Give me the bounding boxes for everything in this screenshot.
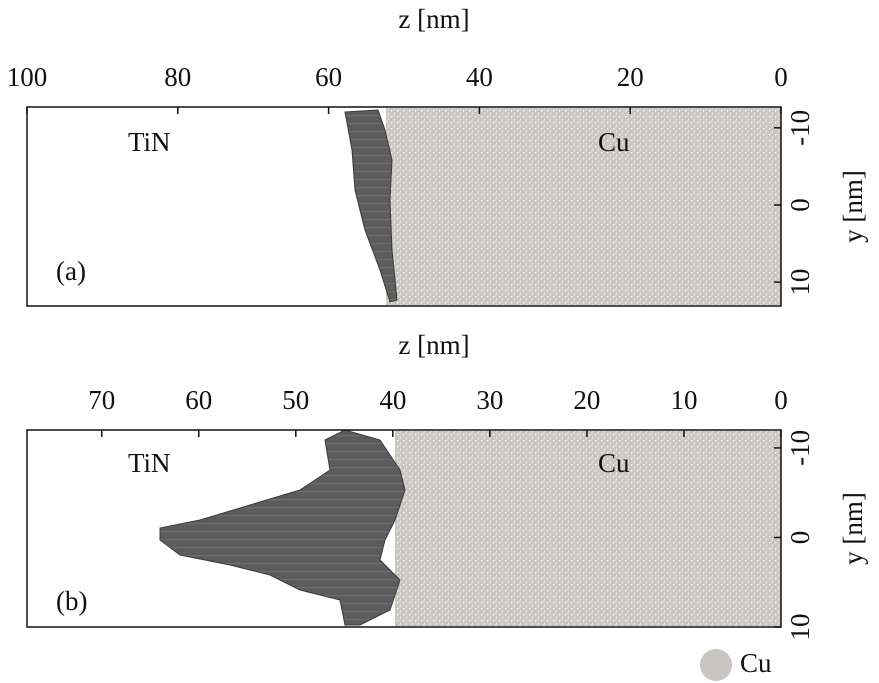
- x-tick-label: 10: [670, 385, 697, 415]
- x-tick-label: 30: [476, 385, 503, 415]
- x-tick-label: 0: [774, 385, 788, 415]
- x-tick-label: 80: [164, 62, 191, 92]
- x-tick-label: 0: [774, 62, 788, 92]
- cu-region: [395, 431, 781, 626]
- y-axis-title: y [nm]: [838, 170, 868, 243]
- x-tick-label: 100: [7, 62, 48, 92]
- legend-label: Cu: [740, 648, 772, 678]
- y-tick-label: -10: [785, 430, 815, 466]
- figure: Cu z [nm]100806040200-10010y [nm]TiNCu(a…: [0, 0, 879, 683]
- x-tick-label: 70: [88, 385, 115, 415]
- annotation: Cu: [598, 127, 630, 157]
- annotation: (a): [56, 256, 86, 286]
- x-axis-title: z [nm]: [398, 330, 469, 360]
- x-axis-title: z [nm]: [398, 4, 469, 34]
- panel-a-image: [345, 108, 781, 305]
- legend-marker: [700, 649, 732, 681]
- cu-region: [386, 108, 781, 305]
- y-tick-label: 0: [785, 531, 815, 545]
- x-tick-label: 60: [315, 62, 342, 92]
- y-axis-title: y [nm]: [838, 492, 868, 565]
- y-tick-label: -10: [785, 110, 815, 146]
- panel-b-image: [160, 430, 781, 626]
- x-tick-label: 40: [466, 62, 493, 92]
- y-tick-label: 10: [785, 269, 815, 296]
- annotation: (b): [56, 586, 87, 616]
- x-tick-label: 40: [379, 385, 406, 415]
- x-tick-label: 20: [617, 62, 644, 92]
- tin-grain: [160, 430, 405, 625]
- annotation: Cu: [598, 448, 630, 478]
- annotation: TiN: [128, 448, 171, 478]
- annotation: TiN: [128, 127, 171, 157]
- x-tick-label: 20: [573, 385, 600, 415]
- y-tick-label: 0: [785, 198, 815, 212]
- y-tick-label: 10: [785, 614, 815, 641]
- x-tick-label: 50: [282, 385, 309, 415]
- x-tick-label: 60: [185, 385, 212, 415]
